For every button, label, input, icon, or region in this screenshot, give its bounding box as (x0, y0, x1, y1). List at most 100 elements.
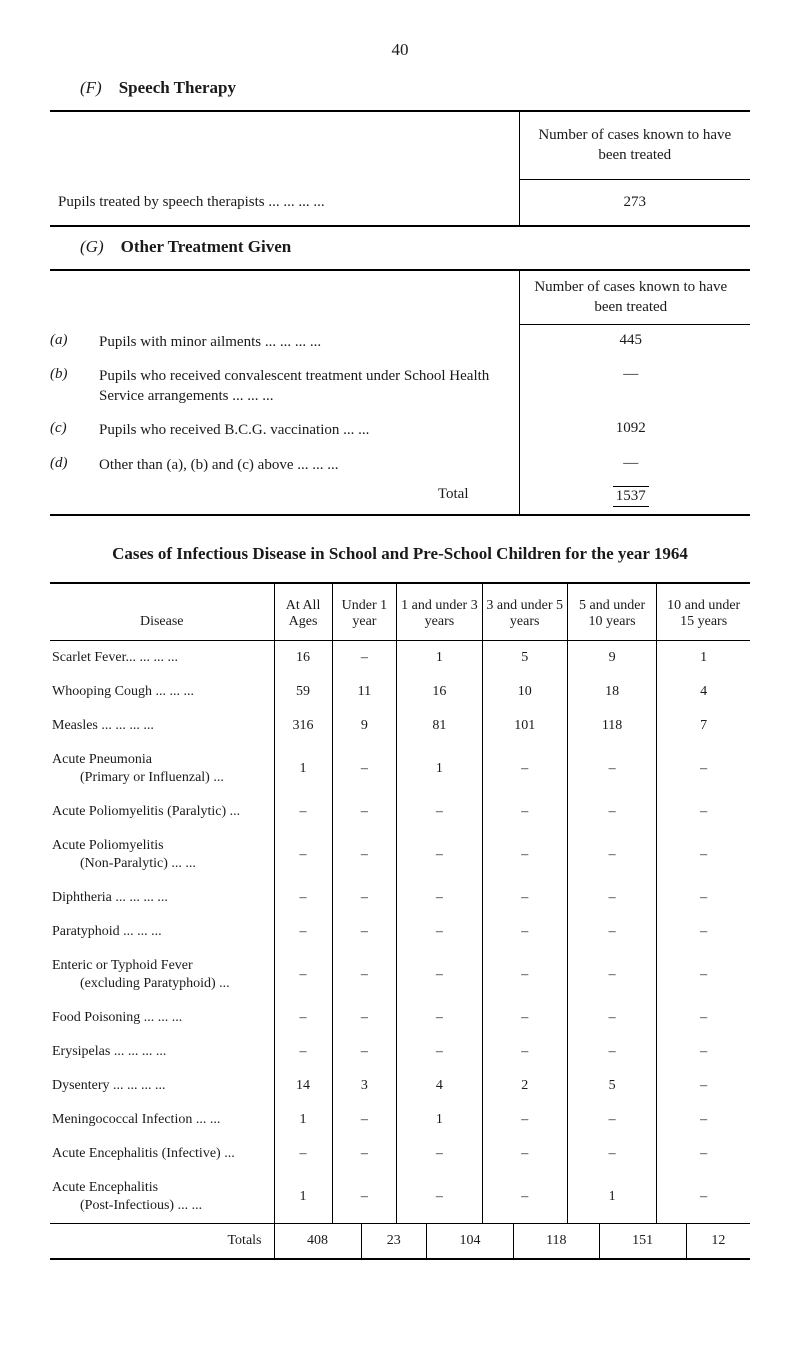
totals-label: Totals (50, 1224, 274, 1258)
page-number: 40 (50, 40, 750, 60)
cell-value: – (397, 1171, 482, 1223)
cell-value: – (567, 743, 656, 795)
cell-value: 9 (332, 709, 397, 743)
section-g-title: (G) Other Treatment Given (80, 237, 750, 257)
cell-value: – (274, 949, 332, 1001)
cell-value: 101 (482, 709, 567, 743)
cell-value: – (567, 1035, 656, 1069)
cell-value: – (567, 795, 656, 829)
section-f-table: Number of cases known to have been treat… (50, 112, 750, 225)
totals-value: 151 (599, 1224, 686, 1258)
divider (50, 225, 750, 227)
table-row: Acute Poliomyelitis (Paralytic) ...–––––… (50, 795, 750, 829)
disease-name: Whooping Cough ... ... ... (50, 675, 274, 709)
cell-value: – (657, 915, 750, 949)
cases-table: Disease At All Ages Under 1 year 1 and u… (50, 584, 750, 1223)
cell-value: – (482, 1035, 567, 1069)
cell-value: – (274, 1035, 332, 1069)
cell-value: – (332, 829, 397, 881)
col-header: 1 and under 3 years (397, 584, 482, 641)
cell-value: – (657, 1103, 750, 1137)
cell-value: – (332, 743, 397, 795)
cases-title: Cases of Infectious Disease in School an… (70, 542, 730, 566)
cell-value: 1 (274, 743, 332, 795)
col-header: 10 and under 15 years (657, 584, 750, 641)
cell-value: – (482, 795, 567, 829)
cell-value: – (332, 1171, 397, 1223)
cell-value: 118 (567, 709, 656, 743)
section-g-label: (G) (80, 237, 104, 256)
disease-name: Food Poisoning ... ... ... (50, 1001, 274, 1035)
cell-value: – (482, 881, 567, 915)
col-header: 3 and under 5 years (482, 584, 567, 641)
disease-sub: (excluding Paratyphoid) ... (52, 976, 266, 992)
cell-value: – (332, 1035, 397, 1069)
cell-value: – (332, 640, 397, 675)
item-marker: (b) (50, 359, 99, 414)
table-row: Meningococcal Infection ... ...1–1––– (50, 1103, 750, 1137)
section-f-label: (F) (80, 78, 102, 97)
cell-value: – (274, 1137, 332, 1171)
total-label: Total (99, 482, 519, 514)
cell-value: – (482, 1137, 567, 1171)
cell-value: 316 (274, 709, 332, 743)
section-f-row-label: Pupils treated by speech therapists ... … (50, 180, 519, 226)
item-marker: (d) (50, 448, 99, 482)
cell-value: 1 (397, 640, 482, 675)
cell-value: – (657, 881, 750, 915)
disease-sub: (Primary or Influenzal) ... (52, 770, 266, 786)
disease-sub: (Post-Infectious) ... ... (52, 1198, 266, 1214)
cell-value: 4 (657, 675, 750, 709)
cell-value: 9 (567, 640, 656, 675)
cell-value: 1 (274, 1103, 332, 1137)
cell-value: – (332, 949, 397, 1001)
cell-value: – (397, 829, 482, 881)
cell-value: 14 (274, 1069, 332, 1103)
section-f-title: (F) Speech Therapy (80, 78, 750, 98)
cell-value: 10 (482, 675, 567, 709)
item-text: Other than (a), (b) and (c) above ... ..… (99, 448, 519, 482)
cell-value: – (657, 1069, 750, 1103)
item-value: — (519, 359, 750, 414)
cell-value: – (274, 795, 332, 829)
cell-value: 2 (482, 1069, 567, 1103)
cell-value: – (274, 1001, 332, 1035)
empty-cell (50, 482, 99, 514)
cell-value: 1 (397, 1103, 482, 1137)
cell-value: – (482, 1103, 567, 1137)
item-value: 445 (519, 325, 750, 359)
cell-value: – (657, 1001, 750, 1035)
section-f-heading: Speech Therapy (119, 78, 236, 97)
cell-value: – (567, 1001, 656, 1035)
cell-value: – (567, 881, 656, 915)
disease-name: Acute Poliomyelitis(Non-Paralytic) ... .… (50, 829, 274, 881)
cell-value: – (397, 915, 482, 949)
disease-name: Scarlet Fever... ... ... ... (50, 640, 274, 675)
disease-name: Acute Encephalitis (Infective) ... (50, 1137, 274, 1171)
cell-value: 4 (397, 1069, 482, 1103)
cell-value: – (482, 949, 567, 1001)
section-f-row-value: 273 (519, 180, 750, 226)
table-row: Enteric or Typhoid Fever(excluding Parat… (50, 949, 750, 1001)
cell-value: – (397, 1001, 482, 1035)
cell-value: – (332, 915, 397, 949)
totals-value: 118 (514, 1224, 600, 1258)
total-value: 1537 (519, 482, 750, 514)
col-header: Under 1 year (332, 584, 397, 641)
cell-value: – (567, 949, 656, 1001)
cell-value: – (332, 795, 397, 829)
cell-value: – (397, 1035, 482, 1069)
item-text: Pupils who received B.C.G. vaccination .… (99, 413, 519, 447)
cell-value: 5 (567, 1069, 656, 1103)
item-text: Pupils who received convalescent treatme… (99, 359, 519, 414)
cell-value: – (482, 1001, 567, 1035)
section-g-header-note: Number of cases known to have been treat… (519, 271, 750, 325)
cell-value: 1 (657, 640, 750, 675)
table-row: Measles ... ... ... ...3169811011187 (50, 709, 750, 743)
totals-value: 104 (426, 1224, 513, 1258)
cell-value: 59 (274, 675, 332, 709)
cell-value: 3 (332, 1069, 397, 1103)
cell-value: – (482, 743, 567, 795)
cell-value: – (274, 829, 332, 881)
divider (50, 514, 750, 516)
